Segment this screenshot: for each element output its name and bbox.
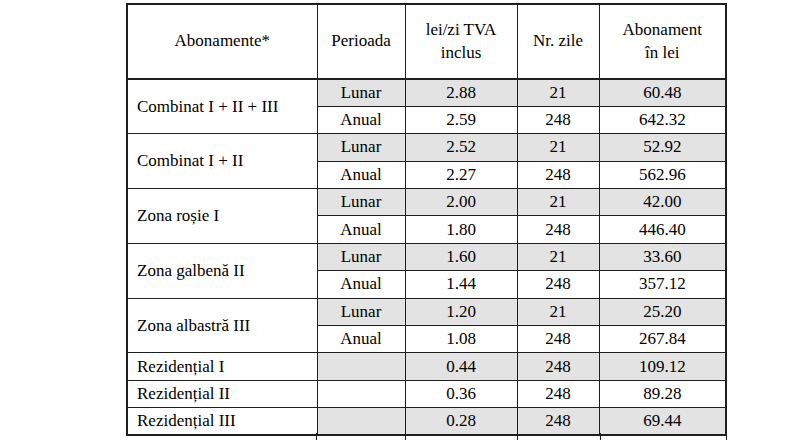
abonament-cell: 52.92	[599, 134, 726, 161]
nr-zile-cell: 248	[517, 216, 599, 243]
nr-zile-cell: 21	[517, 134, 599, 161]
cropped-row-border-stub	[405, 433, 406, 440]
nr-zile-cell: 21	[517, 298, 599, 325]
perioada-cell	[317, 380, 405, 407]
lei-zi-cell: 1.20	[405, 298, 517, 325]
perioada-cell: Lunar	[317, 298, 405, 325]
header-abonament-in-lei: Abonament în lei	[599, 4, 726, 79]
table-row: Zona albastră IIILunar1.202125.20	[127, 298, 726, 325]
abonament-cell: 89.28	[599, 380, 726, 407]
table-row: Zona galbenă IILunar1.602133.60	[127, 243, 726, 270]
abonament-cell: 42.00	[599, 189, 726, 216]
abonament-cell: 562.96	[599, 161, 726, 188]
perioada-cell: Lunar	[317, 243, 405, 270]
abonament-cell: 109.12	[599, 353, 726, 380]
table-row: Rezidențial I 0.44248109.12	[127, 353, 726, 380]
lei-zi-cell: 1.80	[405, 216, 517, 243]
abonament-cell: 446.40	[599, 216, 726, 243]
table-row: Combinat I + IILunar2.522152.92	[127, 134, 726, 161]
cropped-row-border-stub	[517, 433, 518, 440]
perioada-cell: Anual	[317, 161, 405, 188]
nr-zile-cell: 248	[517, 106, 599, 133]
nr-zile-cell: 248	[517, 353, 599, 380]
lei-zi-cell: 2.88	[405, 79, 517, 106]
nr-zile-cell: 248	[517, 408, 599, 435]
abonament-cell: 357.12	[599, 271, 726, 298]
document-page: Abonamente* Perioada lei/zi TVA inclus N…	[0, 0, 800, 448]
nr-zile-cell: 248	[517, 271, 599, 298]
cropped-row-border-stub	[600, 433, 601, 440]
abonament-name-cell: Zona roșie I	[127, 189, 317, 244]
cropped-row-border-stub	[316, 433, 317, 440]
perioada-cell: Lunar	[317, 79, 405, 106]
lei-zi-cell: 1.08	[405, 326, 517, 353]
nr-zile-cell: 21	[517, 243, 599, 270]
perioada-cell: Anual	[317, 216, 405, 243]
perioada-cell: Anual	[317, 106, 405, 133]
lei-zi-cell: 1.44	[405, 271, 517, 298]
nr-zile-cell: 248	[517, 326, 599, 353]
lei-zi-cell: 0.28	[405, 408, 517, 435]
header-perioada: Perioada	[317, 4, 405, 79]
lei-zi-cell: 2.52	[405, 134, 517, 161]
abonament-cell: 642.32	[599, 106, 726, 133]
nr-zile-cell: 21	[517, 79, 599, 106]
abonament-name-cell: Zona albastră III	[127, 298, 317, 353]
header-lei-zi-tva: lei/zi TVA inclus	[405, 4, 517, 79]
table-row: Rezidențial II 0.3624889.28	[127, 380, 726, 407]
perioada-cell	[317, 353, 405, 380]
abonament-cell: 267.84	[599, 326, 726, 353]
abonament-cell: 25.20	[599, 298, 726, 325]
abonament-cell: 60.48	[599, 79, 726, 106]
lei-zi-cell: 2.00	[405, 189, 517, 216]
lei-zi-cell: 1.60	[405, 243, 517, 270]
abonament-name-cell: Rezidențial III	[127, 408, 317, 435]
table-row: Combinat I + II + IIILunar2.882160.48	[127, 79, 726, 106]
cropped-row-border-stub	[726, 433, 727, 440]
abonament-name-cell: Combinat I + II	[127, 134, 317, 189]
lei-zi-cell: 0.44	[405, 353, 517, 380]
nr-zile-cell: 21	[517, 189, 599, 216]
lei-zi-cell: 2.27	[405, 161, 517, 188]
perioada-cell	[317, 408, 405, 435]
abonamente-price-table: Abonamente* Perioada lei/zi TVA inclus N…	[126, 3, 727, 436]
perioada-cell: Anual	[317, 326, 405, 353]
nr-zile-cell: 248	[517, 161, 599, 188]
table-body: Combinat I + II + IIILunar2.882160.48Anu…	[127, 79, 726, 435]
abonament-name-cell: Rezidențial II	[127, 380, 317, 407]
header-abonamente: Abonamente*	[127, 4, 317, 79]
nr-zile-cell: 248	[517, 380, 599, 407]
table-header-row: Abonamente* Perioada lei/zi TVA inclus N…	[127, 4, 726, 79]
header-nr-zile: Nr. zile	[517, 4, 599, 79]
abonament-name-cell: Rezidențial I	[127, 353, 317, 380]
abonament-name-cell: Zona galbenă II	[127, 243, 317, 298]
table-row: Zona roșie ILunar2.002142.00	[127, 189, 726, 216]
perioada-cell: Lunar	[317, 189, 405, 216]
abonament-name-cell: Combinat I + II + III	[127, 79, 317, 134]
abonament-cell: 33.60	[599, 243, 726, 270]
abonament-cell: 69.44	[599, 408, 726, 435]
perioada-cell: Anual	[317, 271, 405, 298]
lei-zi-cell: 0.36	[405, 380, 517, 407]
table-row: Rezidențial III 0.2824869.44	[127, 408, 726, 435]
lei-zi-cell: 2.59	[405, 106, 517, 133]
perioada-cell: Lunar	[317, 134, 405, 161]
